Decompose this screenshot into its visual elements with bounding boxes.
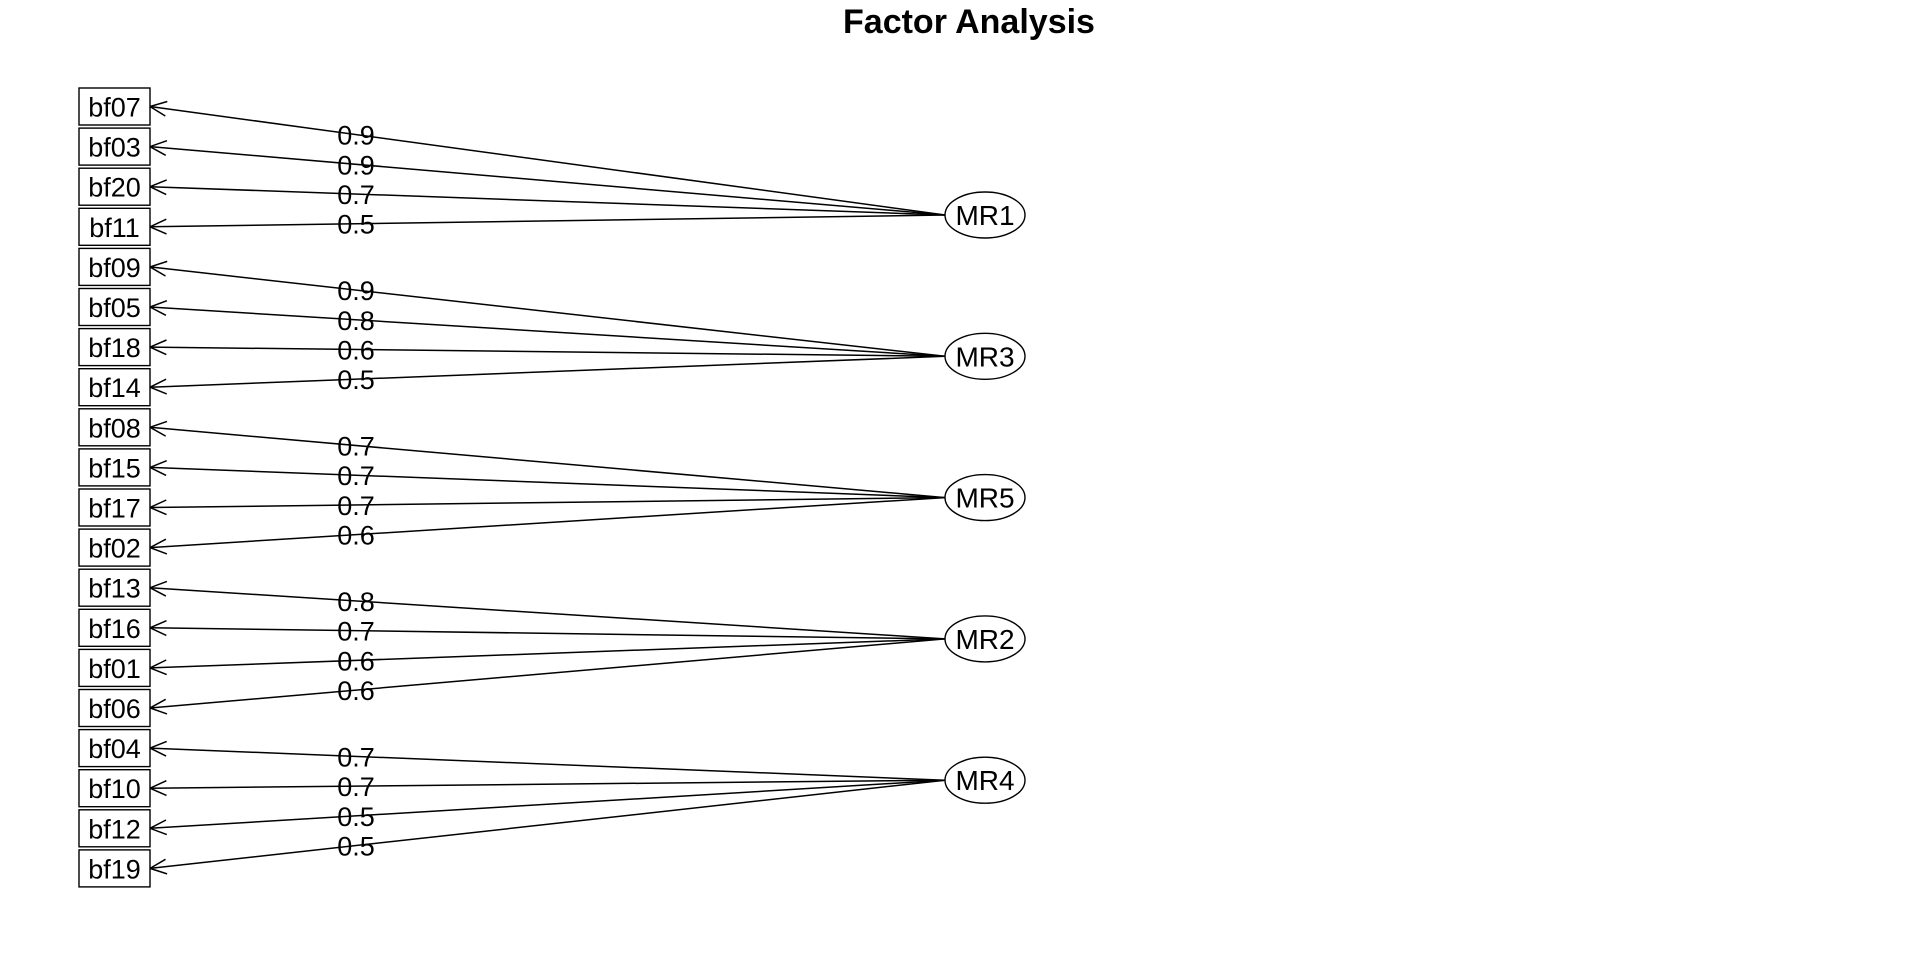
variable-label: bf01 <box>88 654 141 684</box>
loading-value-label: 0.5 <box>337 210 375 240</box>
loading-edge <box>149 426 946 499</box>
factor-label: MR5 <box>955 483 1014 514</box>
loading-value-label: 0.7 <box>337 180 375 210</box>
variable-box <box>78 728 151 768</box>
variable-label: bf09 <box>88 253 141 283</box>
loading-edge <box>149 496 946 549</box>
factor-label: MR3 <box>955 341 1014 372</box>
variable-box <box>78 809 151 848</box>
loading-value-label: 0.7 <box>337 617 375 647</box>
loading-value-label: 0.5 <box>337 365 375 395</box>
variable-label: bf14 <box>88 373 141 403</box>
variable-label: bf02 <box>88 534 141 564</box>
factor-ellipse <box>944 332 1026 380</box>
variable-label: bf05 <box>88 293 141 323</box>
loading-edge <box>149 466 946 499</box>
loading-value-label: 0.8 <box>337 587 375 617</box>
loading-edge <box>149 747 946 781</box>
loading-edges <box>148 100 946 875</box>
loading-edge <box>149 355 946 388</box>
variable-box <box>78 287 151 327</box>
variable-box <box>78 327 151 367</box>
loading-edge <box>149 214 946 228</box>
loading-edge <box>149 638 946 709</box>
loading-value-label: 0.6 <box>337 646 375 676</box>
loading-edge <box>149 638 946 669</box>
variable-label: bf16 <box>88 614 141 644</box>
latent-factors: MR1 MR3 MR5 MR2 MR4 <box>944 191 1026 804</box>
loading-edge <box>149 185 946 216</box>
variable-box <box>78 448 151 487</box>
loading-value-label: 0.5 <box>337 802 375 832</box>
loading-edge <box>149 145 946 216</box>
loading-value-label: 0.9 <box>337 150 375 180</box>
loading-edge <box>149 306 946 358</box>
variable-label: bf08 <box>88 413 141 443</box>
variable-box <box>78 127 151 166</box>
variable-box <box>78 488 151 527</box>
variable-box <box>78 368 151 407</box>
observed-variables: bf07 bf03 bf20 bf11 bf09 bf05 bf18 bf14 bf08 bf15… <box>78 87 151 888</box>
variable-box <box>78 408 151 447</box>
variable-label: bf11 <box>89 213 140 243</box>
variable-label: bf15 <box>88 453 141 483</box>
loading-edge <box>149 105 946 216</box>
factor-ellipse <box>944 756 1026 804</box>
loading-value-label: 0.7 <box>337 491 375 521</box>
factor-ellipse <box>944 473 1026 522</box>
factor-ellipse <box>944 615 1026 663</box>
variable-box <box>78 849 151 888</box>
factor-label: MR2 <box>955 624 1014 655</box>
loading-value-label: 0.5 <box>337 832 375 862</box>
factor-label: MR1 <box>955 200 1014 231</box>
variable-label: bf07 <box>88 93 141 123</box>
loading-value-label: 0.9 <box>337 121 375 151</box>
variable-label: bf06 <box>88 694 141 724</box>
loading-value-label: 0.8 <box>337 306 375 336</box>
variable-label: bf20 <box>88 173 141 203</box>
variable-label: bf04 <box>88 734 141 764</box>
loading-value-label: 0.6 <box>337 676 375 706</box>
loading-edge <box>149 346 946 358</box>
variable-box <box>78 528 151 567</box>
loading-value-label: 0.6 <box>337 521 375 551</box>
loading-edge <box>149 266 946 358</box>
variable-label: bf10 <box>88 774 141 804</box>
variable-label: bf19 <box>88 854 141 884</box>
variable-box <box>78 608 151 647</box>
variable-box <box>78 247 151 287</box>
loading-labels: 0.90.90.70.50.90.80.60.50.70.70.70.60.80… <box>337 121 375 862</box>
variable-label: bf13 <box>88 574 141 604</box>
variable-label: bf12 <box>88 814 141 844</box>
loading-edge <box>149 627 946 640</box>
loading-value-label: 0.7 <box>337 742 375 772</box>
variable-label: bf17 <box>88 494 141 524</box>
variable-label: bf03 <box>88 133 141 163</box>
variable-label: bf18 <box>88 333 141 363</box>
variable-box <box>78 568 151 607</box>
diagram-title: Factor Analysis <box>843 3 1095 41</box>
factor-ellipse <box>944 191 1026 239</box>
variable-box <box>78 87 151 126</box>
loading-edge <box>149 779 946 789</box>
loading-value-label: 0.6 <box>337 336 375 366</box>
loading-value-label: 0.7 <box>337 432 375 462</box>
loading-value-label: 0.9 <box>337 276 375 306</box>
loading-value-label: 0.7 <box>337 772 375 802</box>
variable-box <box>78 688 151 728</box>
loading-edge <box>149 496 946 509</box>
loading-value-label: 0.7 <box>337 461 375 491</box>
loading-edge <box>149 779 946 830</box>
factor-label: MR4 <box>955 765 1014 796</box>
variable-box <box>78 167 151 206</box>
variable-box <box>78 207 151 247</box>
loading-edge <box>149 586 946 640</box>
variable-box <box>78 769 151 808</box>
variable-box <box>78 648 151 688</box>
loading-edge <box>149 779 946 870</box>
